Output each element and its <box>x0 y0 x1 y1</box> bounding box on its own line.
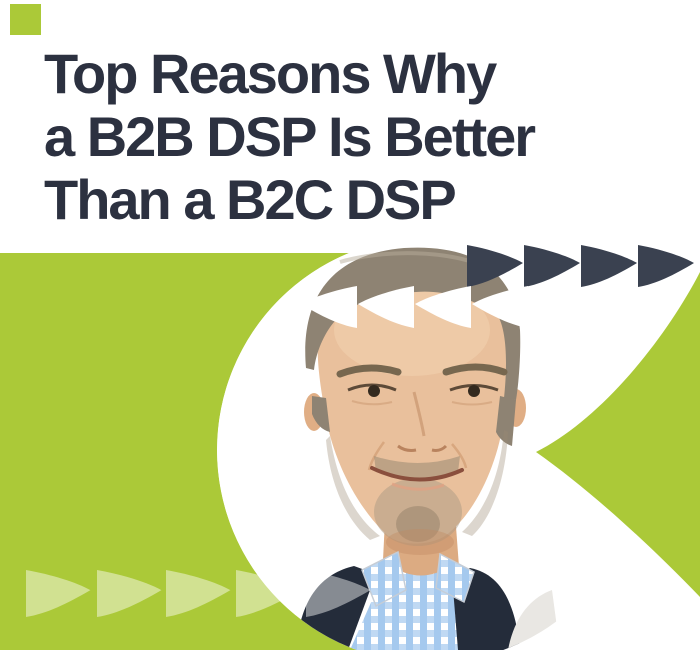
top-right-arrows-arrow-icon <box>581 245 637 287</box>
green-wedge-shape <box>536 272 700 597</box>
hair <box>305 247 521 400</box>
portrait-man <box>296 247 560 650</box>
title-line: Top Reasons Why <box>44 42 497 105</box>
green-background-shape <box>0 253 357 650</box>
accent-square <box>10 4 41 35</box>
page-title: Top Reasons Why a B2B DSP Is Better Than… <box>44 42 536 231</box>
top-right-arrows-arrow-icon <box>638 245 694 287</box>
title-line: Than a B2C DSP <box>44 168 457 231</box>
portrait-photo <box>296 247 560 650</box>
title-line: a B2B DSP Is Better <box>44 105 536 168</box>
